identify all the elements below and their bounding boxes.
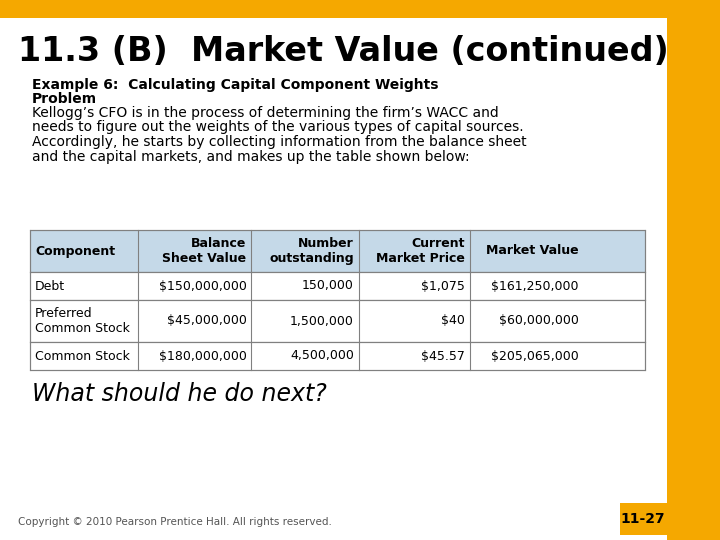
Text: and the capital markets, and makes up the table shown below:: and the capital markets, and makes up th… <box>32 150 469 164</box>
Text: $161,250,000: $161,250,000 <box>491 280 578 293</box>
Bar <box>30 300 645 342</box>
Text: Preferred
Common Stock: Preferred Common Stock <box>35 307 130 335</box>
Text: Example 6:  Calculating Capital Component Weights: Example 6: Calculating Capital Component… <box>32 78 438 92</box>
Text: Market Value: Market Value <box>486 245 578 258</box>
Text: $60,000,000: $60,000,000 <box>499 314 578 327</box>
Text: 4,500,000: 4,500,000 <box>290 349 354 362</box>
Bar <box>620 503 667 535</box>
Text: Kellogg’s CFO is in the process of determining the firm’s WACC and: Kellogg’s CFO is in the process of deter… <box>32 106 499 120</box>
Text: 11.3 (B)  Market Value (continued): 11.3 (B) Market Value (continued) <box>18 35 669 68</box>
Text: Debt: Debt <box>35 280 65 293</box>
Bar <box>30 230 645 272</box>
Text: $45,000,000: $45,000,000 <box>166 314 246 327</box>
Text: $1,075: $1,075 <box>421 280 464 293</box>
Text: Common Stock: Common Stock <box>35 349 130 362</box>
Text: Current
Market Price: Current Market Price <box>376 237 464 265</box>
Text: $150,000,000: $150,000,000 <box>158 280 246 293</box>
Bar <box>667 18 720 540</box>
Text: Component: Component <box>35 245 115 258</box>
Bar <box>30 342 645 370</box>
Text: $40: $40 <box>441 314 464 327</box>
Text: 150,000: 150,000 <box>302 280 354 293</box>
Text: What should he do next?: What should he do next? <box>32 382 327 406</box>
Bar <box>30 272 645 300</box>
Text: needs to figure out the weights of the various types of capital sources.: needs to figure out the weights of the v… <box>32 120 523 134</box>
Text: Copyright © 2010 Pearson Prentice Hall. All rights reserved.: Copyright © 2010 Pearson Prentice Hall. … <box>18 517 332 527</box>
Text: 11-27: 11-27 <box>621 512 665 526</box>
Text: $205,065,000: $205,065,000 <box>491 349 578 362</box>
Text: Accordingly, he starts by collecting information from the balance sheet: Accordingly, he starts by collecting inf… <box>32 135 526 149</box>
Text: Balance
Sheet Value: Balance Sheet Value <box>162 237 246 265</box>
Text: Problem: Problem <box>32 92 97 106</box>
Text: $45.57: $45.57 <box>421 349 464 362</box>
Text: Number
outstanding: Number outstanding <box>269 237 354 265</box>
Bar <box>0 0 720 18</box>
Text: 1,500,000: 1,500,000 <box>290 314 354 327</box>
Text: $180,000,000: $180,000,000 <box>158 349 246 362</box>
